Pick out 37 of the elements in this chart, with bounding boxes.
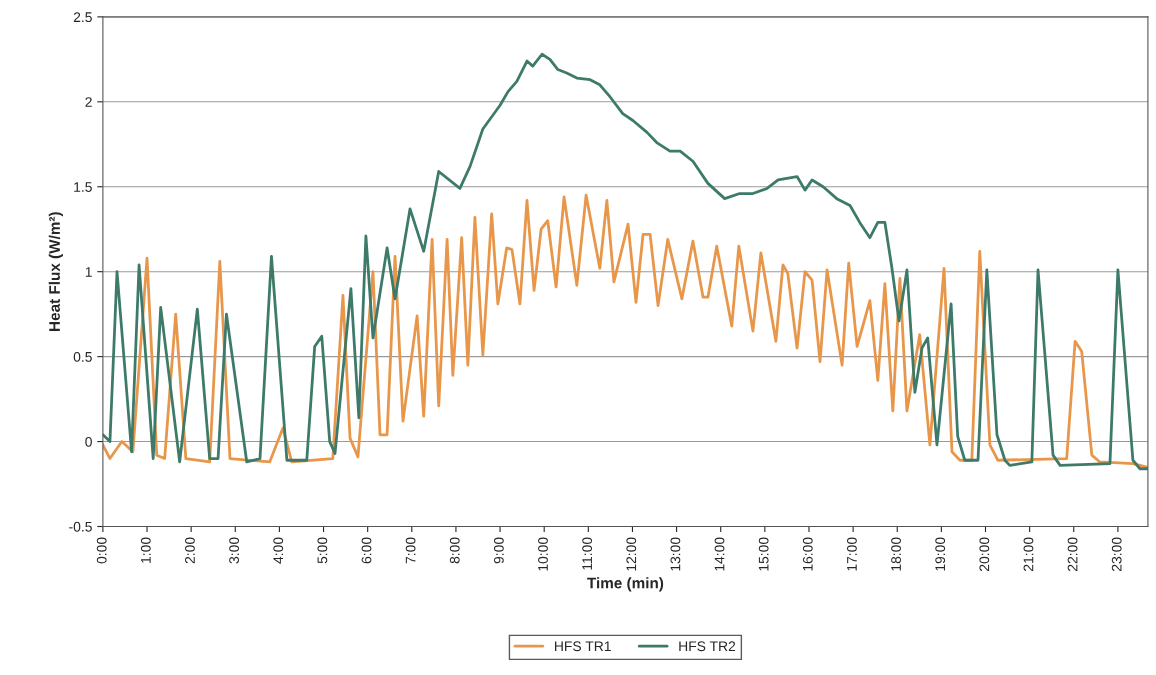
x-tick-label: 18:00 [891,537,901,571]
x-tick-label: 22:00 [1067,537,1078,571]
x-tick-label: 0:00 [96,537,107,564]
x-tick-label: 3:00 [229,537,240,564]
x-tick-label: 7:00 [405,537,416,564]
x-tick-label: 17:00 [847,537,857,571]
y-axis-title: Heat Flux (W/m²) [48,212,63,331]
line-series [102,193,1148,469]
x-tick-label: 9:00 [493,537,504,564]
x-tick-label: 16:00 [802,537,813,571]
x-tick-label: 11:00 [582,537,593,570]
x-tick-label: 10:00 [538,537,548,571]
y-tick-label: 2 [85,97,92,107]
x-tick-label: 15:00 [758,537,769,571]
x-tick-label: 19:00 [935,537,946,571]
legend-label: HFS TR1 [555,641,611,652]
y-tick-label: 1.5 [74,182,92,192]
x-tick-label: 1:00 [140,537,151,563]
x-tick-label: 4:00 [273,537,284,564]
x-tick-label: 8:00 [449,537,460,564]
y-tick-label: 1 [85,267,92,277]
line-series [102,52,1148,471]
y-tick-label: 2.5 [73,12,92,23]
y-tick-label: 0 [85,436,92,447]
x-tick-label: 13:00 [670,537,681,571]
x-tick-label: 6:00 [361,537,372,564]
x-axis-title: Time (min) [587,577,664,592]
y-tick-label: 0.5 [73,351,92,362]
legend-label: HFS TR2 [679,641,736,652]
x-tick-label: 12:00 [626,537,637,571]
x-tick-label: 2:00 [185,537,195,564]
x-tick-label: 23:00 [1111,537,1122,571]
x-tick-label: 21:00 [1023,537,1034,571]
x-tick-label: 14:00 [714,537,725,571]
x-tick-label: 5:00 [317,537,328,564]
y-tick-label: -0.5 [69,521,92,532]
x-tick-label: 20:00 [979,537,990,571]
